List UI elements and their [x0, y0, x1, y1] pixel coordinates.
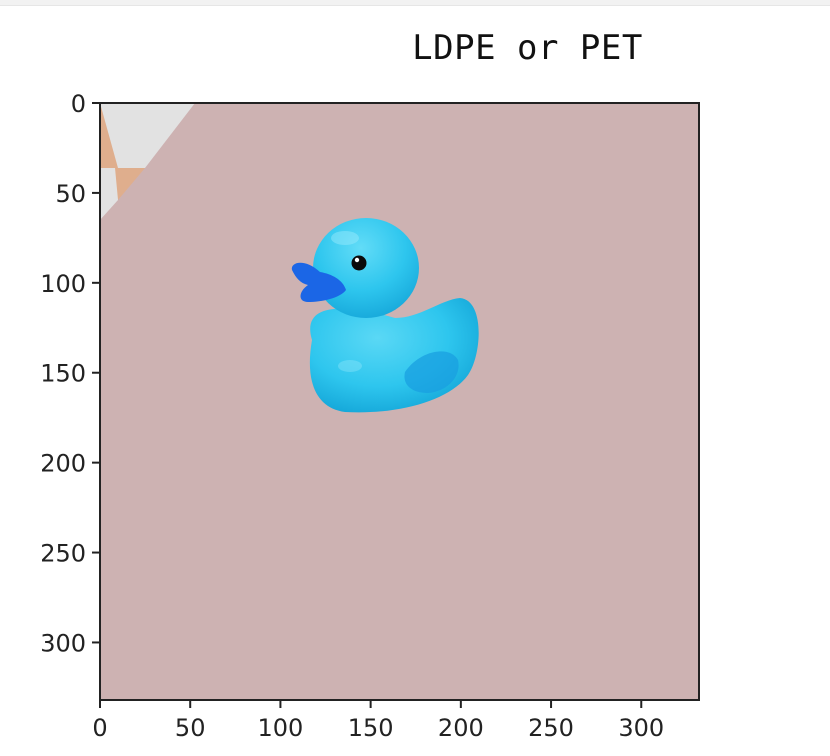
y-tick-label: 100	[40, 270, 86, 298]
x-tick-label: 250	[528, 714, 574, 742]
x-axis: 0 50 100 150 200 250 300	[92, 700, 664, 742]
x-tick-label: 150	[348, 714, 394, 742]
duck-eye-highlight	[354, 257, 360, 263]
duck-wing	[404, 351, 459, 393]
rubber-duck	[291, 218, 479, 413]
y-tick-label: 200	[40, 450, 86, 478]
x-tick-label: 200	[438, 714, 484, 742]
axes-frame	[99, 102, 700, 701]
corner-orange-patch	[100, 103, 118, 168]
top-strip	[0, 0, 830, 6]
y-tick-label: 150	[40, 360, 86, 388]
y-tick-label: 0	[71, 90, 86, 118]
corner-gray-patch-2	[100, 168, 118, 220]
duck-body-highlight	[338, 360, 362, 372]
duck-head-highlight	[331, 231, 359, 245]
corner-orange-patch-2	[112, 168, 145, 200]
y-tick-label: 250	[40, 540, 86, 568]
duck-beak	[291, 262, 346, 302]
corner-gray-patch	[100, 103, 195, 168]
x-tick-label: 0	[92, 714, 107, 742]
duck-head	[313, 218, 419, 318]
duck-eye	[351, 255, 367, 271]
y-tick-label: 50	[55, 180, 86, 208]
x-tick-label: 300	[618, 714, 664, 742]
x-tick-label: 100	[258, 714, 304, 742]
y-tick-label: 300	[40, 629, 86, 657]
x-tick-label: 50	[175, 714, 206, 742]
chart-title: LDPE or PET	[412, 28, 643, 68]
y-axis: 0 50 100 150 200 250 300	[40, 90, 100, 657]
image-content	[100, 103, 699, 700]
